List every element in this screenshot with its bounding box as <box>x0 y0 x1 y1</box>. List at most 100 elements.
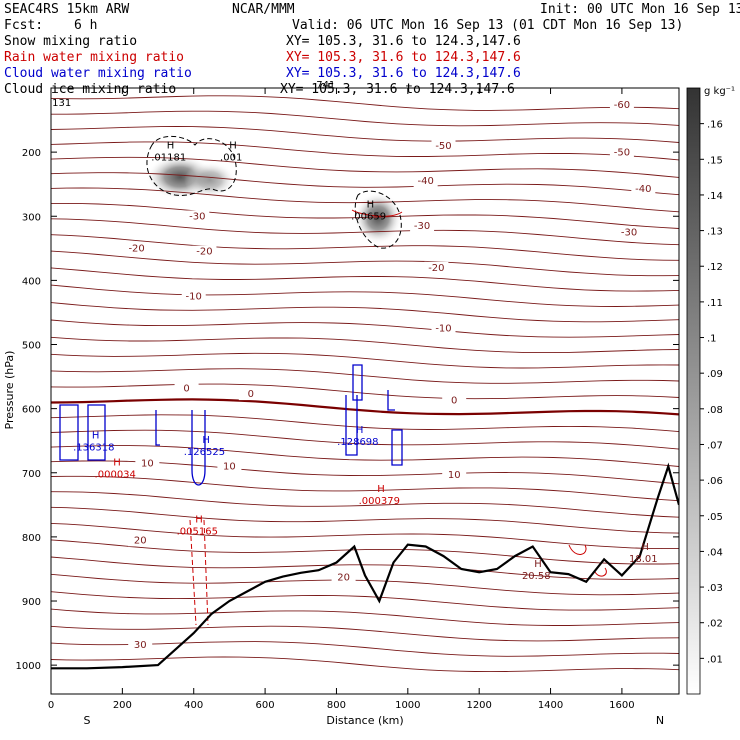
isotherm-label-bg <box>631 182 656 195</box>
y-tick-label: 900 <box>22 597 41 608</box>
x-tick-label: 200 <box>113 700 132 711</box>
colorbar-tick-label: .01 <box>707 654 723 665</box>
cloud-water-contours <box>59 364 403 486</box>
temperature-contours: -60 -50 -50 -40 -40 -30 -30 -30 -20 -20 -20 -10 -10 0… <box>51 95 679 673</box>
isotherm-line <box>51 172 679 196</box>
x-tick-label: 1600 <box>609 700 634 711</box>
x-axis: 0 200 400 600 800 1000 1200 1400 1600 <box>48 88 635 711</box>
isotherm-line <box>51 641 679 657</box>
isotherm-line <box>51 187 679 213</box>
isotherm-label-bg <box>424 261 449 274</box>
colorbar-tick-label: .16 <box>707 120 723 131</box>
max-h-marker: H <box>167 140 175 151</box>
colorbar: .01 .02 .03 .04 .05 .06 .07 .08 .09 .1 .11 .12 .13 .1… <box>686 86 735 695</box>
isotherm-line <box>51 608 679 626</box>
isotherm-label: 10 <box>448 470 461 481</box>
max-value-label: .136318 <box>73 442 114 453</box>
isotherm-label-bg <box>609 98 634 111</box>
isotherm-label-bg <box>609 146 634 159</box>
legend-rain-xy: XY= 105.3, 31.6 to 124.3,147.6 <box>286 50 521 65</box>
isotherm-line <box>51 383 679 400</box>
colorbar-tick-label: .05 <box>707 512 723 523</box>
isotherm-line <box>51 250 679 277</box>
colorbar-tick-label: .14 <box>707 191 723 202</box>
colorbar-tick-label: .13 <box>707 227 723 238</box>
isotherm-label: 0 <box>248 389 254 400</box>
colorbar-tick-label: .12 <box>707 262 723 273</box>
colorbar-tick-label: .07 <box>707 440 723 451</box>
isotherm-line <box>51 491 679 518</box>
isotherm-line <box>51 506 679 534</box>
y-tick-label: 1000 <box>16 661 41 672</box>
max-h-marker: H <box>202 435 210 446</box>
isotherm-label-bg <box>181 290 206 303</box>
colorbar-gradient <box>686 87 701 695</box>
colorbar-tick-label: .1 <box>707 334 717 345</box>
max-value-label: .126525 <box>184 447 225 458</box>
fcst-value: 6 h <box>74 18 97 33</box>
y-axis-label: Pressure (hPa) <box>3 351 16 430</box>
max-h-marker: H <box>641 542 649 553</box>
max-value-label: 20.58 <box>522 571 551 582</box>
isotherm-label: -30 <box>414 221 430 232</box>
isotherm-label: -10 <box>186 292 202 303</box>
isotherm-label: -20 <box>428 263 444 274</box>
max-value-label: 741 <box>316 80 335 91</box>
isotherm-label: -50 <box>435 141 451 152</box>
center-title: NCAR/MMM <box>232 2 295 17</box>
terrain-line <box>51 462 679 670</box>
isotherm-line <box>51 475 679 502</box>
x-tick-label: 800 <box>327 700 346 711</box>
isotherm-label-bg <box>617 226 642 239</box>
isotherm-label: -10 <box>435 324 451 335</box>
isotherm-label-bg <box>124 242 149 255</box>
max-value-label: .000379 <box>359 496 400 507</box>
isotherm-label: 0 <box>183 383 189 394</box>
maxima-labels: H.01181H.001H.00659131741H.136318H.12652… <box>52 80 657 582</box>
colorbar-tick-label: .02 <box>707 619 723 630</box>
x-end-label-right: N <box>656 714 664 727</box>
isotherm-line <box>51 625 679 642</box>
isotherm-line <box>51 398 679 416</box>
isotherm-label-bg <box>174 382 199 395</box>
isotherm-label-bg <box>413 175 438 188</box>
max-h-marker: H <box>195 514 203 525</box>
max-value-label: .00659 <box>351 211 386 222</box>
x-tick-label: 1000 <box>395 700 420 711</box>
x-axis-label: Distance (km) <box>326 714 403 727</box>
isotherm-line <box>51 302 679 323</box>
colorbar-tick-label: .04 <box>707 547 723 558</box>
isotherm-line <box>51 267 679 292</box>
max-value-label: .01181 <box>151 152 186 163</box>
colorbar-tick-label: .03 <box>707 583 723 594</box>
legend-cloud-water: Cloud water mixing ratio <box>4 66 192 81</box>
colorbar-tick-label: .09 <box>707 369 723 380</box>
colorbar-tick-label: .15 <box>707 155 723 166</box>
plot-frame <box>50 87 680 695</box>
max-value-label: .005165 <box>177 526 218 537</box>
max-value-label: 131 <box>52 98 71 109</box>
isotherm-label: 10 <box>141 458 154 469</box>
x-tick-label: 0 <box>48 700 54 711</box>
isotherm-line <box>51 218 679 246</box>
isotherm-line <box>51 336 679 354</box>
isotherm-line <box>51 319 679 338</box>
isotherm-label: -50 <box>614 147 630 158</box>
isotherm-label-bg <box>431 139 456 152</box>
isotherm-line <box>51 522 679 550</box>
x-tick-label: 1200 <box>466 700 491 711</box>
x-tick-label: 600 <box>256 700 275 711</box>
isotherm-line <box>51 414 679 433</box>
max-value-label: .001 <box>220 152 242 163</box>
max-value-label: .000034 <box>95 469 136 480</box>
colorbar-tick-label: .08 <box>707 405 723 416</box>
isotherm-label-bg <box>442 394 467 407</box>
isotherm-label-bg <box>238 388 263 401</box>
legend-snow: Snow mixing ratio <box>4 34 137 49</box>
model-title: SEAC4RS 15km ARW <box>4 2 129 17</box>
isotherm-line <box>51 110 679 127</box>
snow-shading <box>146 155 402 244</box>
max-h-marker: H <box>367 199 375 210</box>
